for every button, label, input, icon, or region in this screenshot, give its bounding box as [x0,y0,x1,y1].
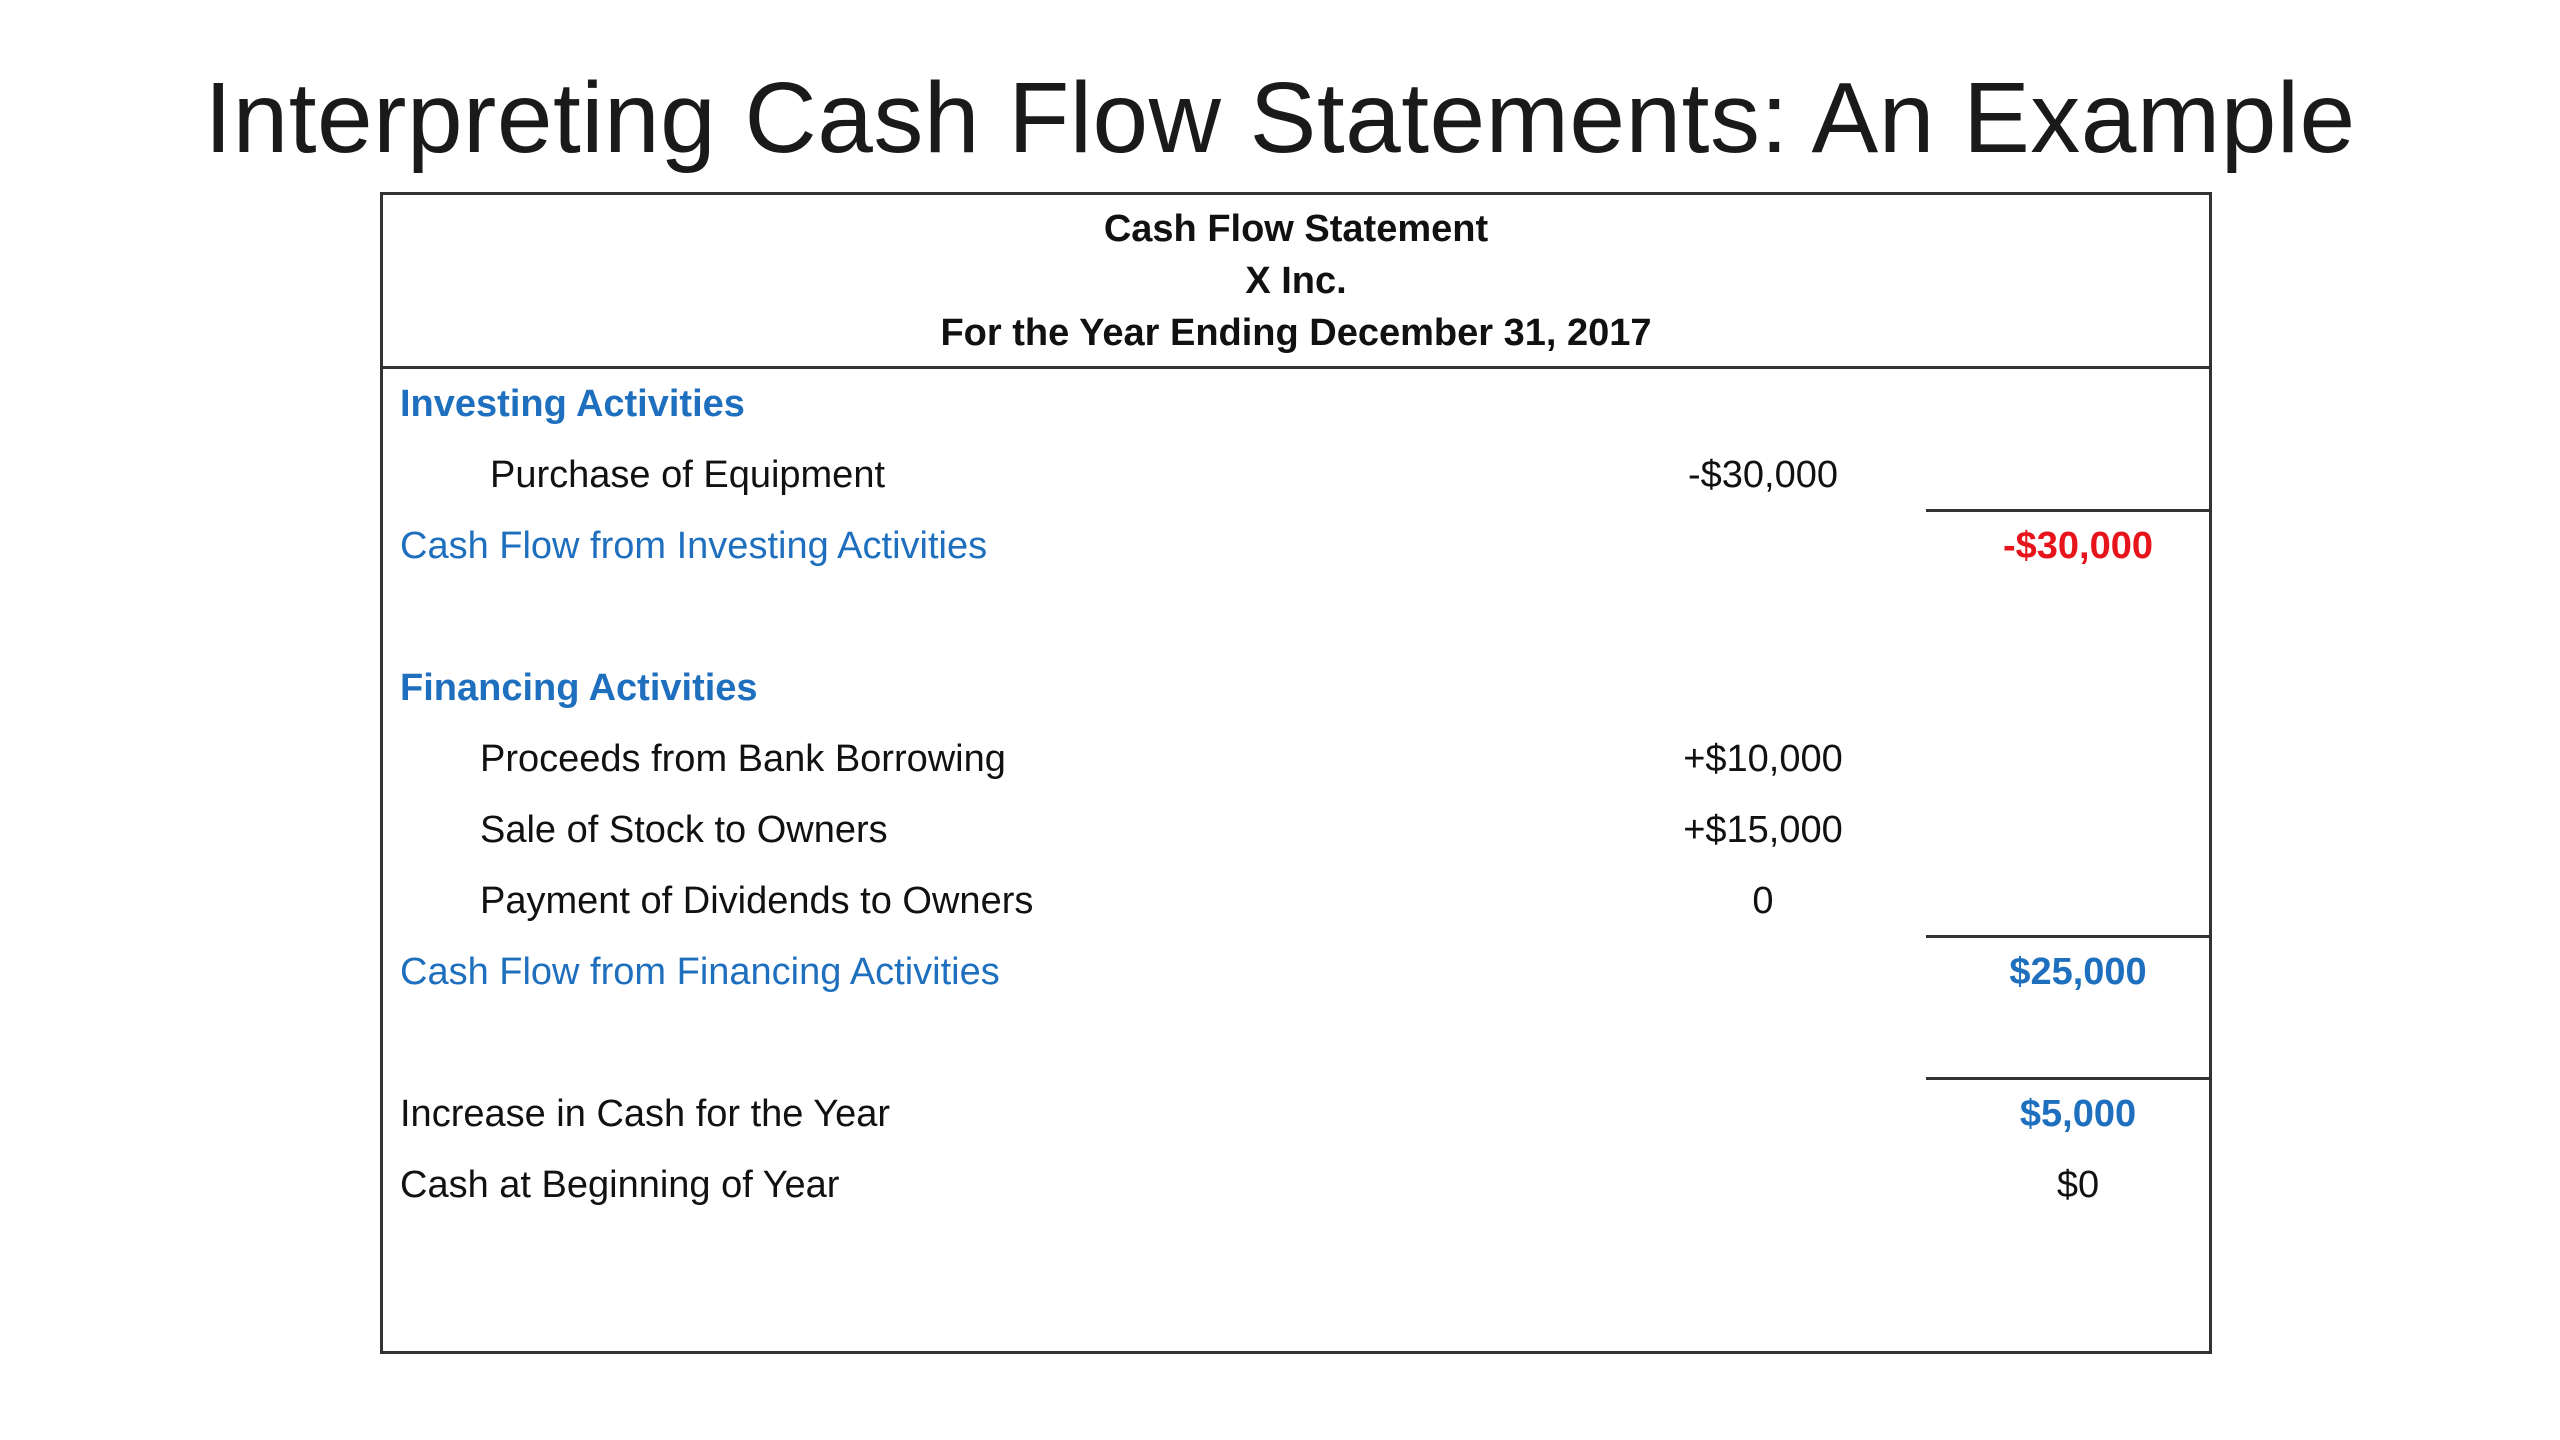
statement-title: Cash Flow Statement [1103,208,1489,250]
company-name: X Inc. [1245,260,1347,302]
investing-subtotal-value: -$30,000 [2002,525,2153,567]
financing-subtotal-value: $25,000 [2009,951,2147,993]
financing-activities-heading: Financing Activities [400,667,758,709]
increase-in-cash-value: $5,000 [2019,1093,2137,1135]
investing-subtotal-label: Cash Flow from Investing Activities [400,525,988,567]
line-item-amount: +$10,000 [1683,738,1843,780]
increase-in-cash-label: Increase in Cash for the Year [400,1093,891,1135]
slide-title: Interpreting Cash Flow Statements: An Ex… [204,62,2356,174]
investing-activities-heading: Investing Activities [400,383,745,425]
line-item-label: Purchase of Equipment [490,454,886,496]
statement-period: For the Year Ending December 31, 2017 [940,312,1652,354]
cash-beginning-value: $0 [2056,1164,2100,1206]
cash-flow-statement-table: Cash Flow Statement X Inc. For the Year … [380,192,2212,1354]
line-item-label: Sale of Stock to Owners [480,809,888,851]
statement-header: Cash Flow Statement X Inc. For the Year … [383,195,2209,369]
line-item-label: Proceeds from Bank Borrowing [480,738,1006,780]
summary-rule [1926,1077,2212,1080]
line-item-amount: +$15,000 [1683,809,1843,851]
subtotal-rule [1926,935,2212,938]
cash-beginning-label: Cash at Beginning of Year [400,1164,840,1206]
subtotal-rule [1926,509,2212,512]
line-item-label: Payment of Dividends to Owners [480,880,1034,922]
line-item-amount: 0 [1752,880,1774,922]
financing-subtotal-label: Cash Flow from Financing Activities [400,951,1000,993]
line-item-amount: -$30,000 [1687,454,1838,496]
